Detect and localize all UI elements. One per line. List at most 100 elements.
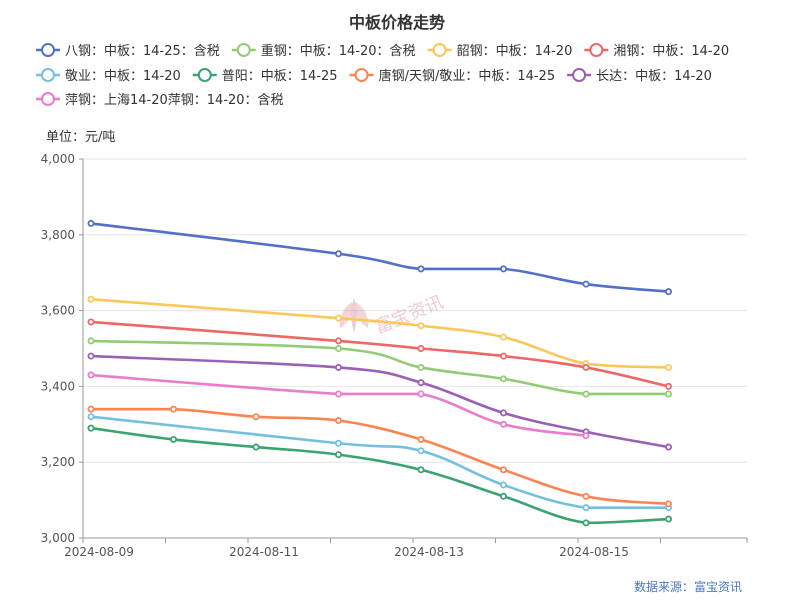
data-point[interactable] <box>87 424 95 432</box>
data-point[interactable] <box>582 280 590 288</box>
series-line[interactable] <box>90 373 587 437</box>
data-point[interactable] <box>334 439 342 447</box>
legend-label: 普阳：中板：14-25 <box>222 69 338 84</box>
data-point[interactable] <box>582 519 590 527</box>
series-9[interactable] <box>87 371 590 440</box>
series-line[interactable] <box>90 354 669 449</box>
series-line[interactable] <box>90 426 669 525</box>
grid-lines <box>83 158 747 463</box>
data-point[interactable] <box>87 371 95 379</box>
legend-label: 韶钢：中板：14-20 <box>457 43 573 59</box>
legend[interactable]: 八钢：中板：14-25：含税 重钢：中板：14-20：含税 韶钢：中板：14-20 湘… <box>36 43 729 108</box>
data-point[interactable] <box>87 352 95 360</box>
data-point[interactable] <box>665 390 673 398</box>
data-point[interactable] <box>582 363 590 371</box>
legend-item[interactable]: 普阳：中板：14-25 <box>192 68 338 84</box>
data-point[interactable] <box>417 265 425 273</box>
data-point[interactable] <box>499 492 507 500</box>
data-point[interactable] <box>334 337 342 345</box>
data-point[interactable] <box>665 363 673 371</box>
data-point[interactable] <box>665 288 673 296</box>
data-point[interactable] <box>582 492 590 500</box>
data-point[interactable] <box>417 435 425 443</box>
data-point[interactable] <box>582 432 590 440</box>
data-point[interactable] <box>665 443 673 451</box>
chart-title: 中板价格走势 <box>349 13 445 32</box>
watermark-text: 富宝资讯 <box>372 292 447 338</box>
data-point[interactable] <box>499 333 507 341</box>
data-point[interactable] <box>334 417 342 425</box>
watermark: 富宝资讯 <box>339 292 447 338</box>
data-point[interactable] <box>499 352 507 360</box>
data-point[interactable] <box>582 390 590 398</box>
legend-marker-icon <box>589 43 604 57</box>
data-point[interactable] <box>665 382 673 390</box>
data-point[interactable] <box>499 420 507 428</box>
data-point[interactable] <box>665 500 673 508</box>
series-7[interactable] <box>87 405 673 508</box>
data-point[interactable] <box>499 265 507 273</box>
series-4[interactable] <box>87 318 673 390</box>
data-point[interactable] <box>582 504 590 512</box>
data-point[interactable] <box>665 515 673 523</box>
data-point[interactable] <box>417 344 425 352</box>
data-point[interactable] <box>87 318 95 326</box>
legend-item[interactable]: 重钢：中板：14-20：含税 <box>231 43 416 59</box>
data-point[interactable] <box>87 337 95 345</box>
data-point[interactable] <box>87 295 95 303</box>
axes: 3,000 3,200 3,400 3,600 3,800 4,000 2024-08-09… <box>41 152 748 559</box>
x-tick-label: 2024-08-09 <box>64 545 134 559</box>
legend-label: 唐钢/天钢/敬业：中板：14-25 <box>379 68 556 84</box>
series-line[interactable] <box>90 407 669 506</box>
data-point[interactable] <box>334 390 342 398</box>
data-point[interactable] <box>499 466 507 474</box>
legend-marker-icon <box>41 92 55 106</box>
x-tick-label: 2024-08-11 <box>229 545 299 559</box>
series-8[interactable] <box>87 352 673 451</box>
legend-item[interactable]: 长达：中板：14-20 <box>567 68 712 84</box>
data-point[interactable] <box>334 344 342 352</box>
data-point[interactable] <box>417 390 425 398</box>
series-layer <box>87 219 673 527</box>
data-point[interactable] <box>87 219 95 227</box>
data-point[interactable] <box>417 379 425 387</box>
data-point[interactable] <box>499 375 507 383</box>
data-point[interactable] <box>87 413 95 421</box>
legend-item[interactable]: 敬业：中板：14-20 <box>36 68 181 84</box>
data-point[interactable] <box>252 413 260 421</box>
data-point[interactable] <box>417 447 425 455</box>
source-label: 数据来源：富宝资讯 <box>634 579 742 594</box>
legend-label: 湘钢：中板：14-20 <box>613 44 729 59</box>
data-point[interactable] <box>499 481 507 489</box>
legend-item[interactable]: 韶钢：中板：14-20 <box>427 43 573 59</box>
legend-item[interactable]: 湘钢：中板：14-20 <box>584 43 729 59</box>
data-point[interactable] <box>334 451 342 459</box>
series-2[interactable] <box>87 337 673 398</box>
data-point[interactable] <box>334 314 342 322</box>
y-tick-label: 3,400 <box>41 379 75 393</box>
legend-label: 重钢：中板：14-20：含税 <box>261 43 416 59</box>
data-point[interactable] <box>499 409 507 417</box>
data-point[interactable] <box>252 443 260 451</box>
y-tick-label: 4,000 <box>41 152 75 166</box>
series-line[interactable] <box>90 222 669 293</box>
data-point[interactable] <box>334 250 342 258</box>
data-point[interactable] <box>417 322 425 330</box>
data-point[interactable] <box>417 363 425 371</box>
y-tick-label: 3,800 <box>41 228 75 242</box>
data-point[interactable] <box>169 405 177 413</box>
legend-marker-icon <box>41 43 55 57</box>
legend-marker-icon <box>41 68 55 82</box>
data-point[interactable] <box>334 363 342 371</box>
data-point[interactable] <box>169 435 177 443</box>
legend-marker-icon <box>197 68 212 82</box>
data-point[interactable] <box>87 405 95 413</box>
legend-marker-icon <box>354 68 369 82</box>
legend-item[interactable]: 唐钢/天钢/敬业：中板：14-25 <box>349 68 556 84</box>
series-6[interactable] <box>87 424 673 527</box>
legend-item[interactable]: 八钢：中板：14-25：含税 <box>36 43 220 59</box>
data-point[interactable] <box>417 466 425 474</box>
legend-item[interactable]: 萍钢：上海14-20萍钢：14-20：含税 <box>36 92 284 108</box>
x-tick-label: 2024-08-13 <box>394 545 464 559</box>
series-1[interactable] <box>87 219 673 296</box>
